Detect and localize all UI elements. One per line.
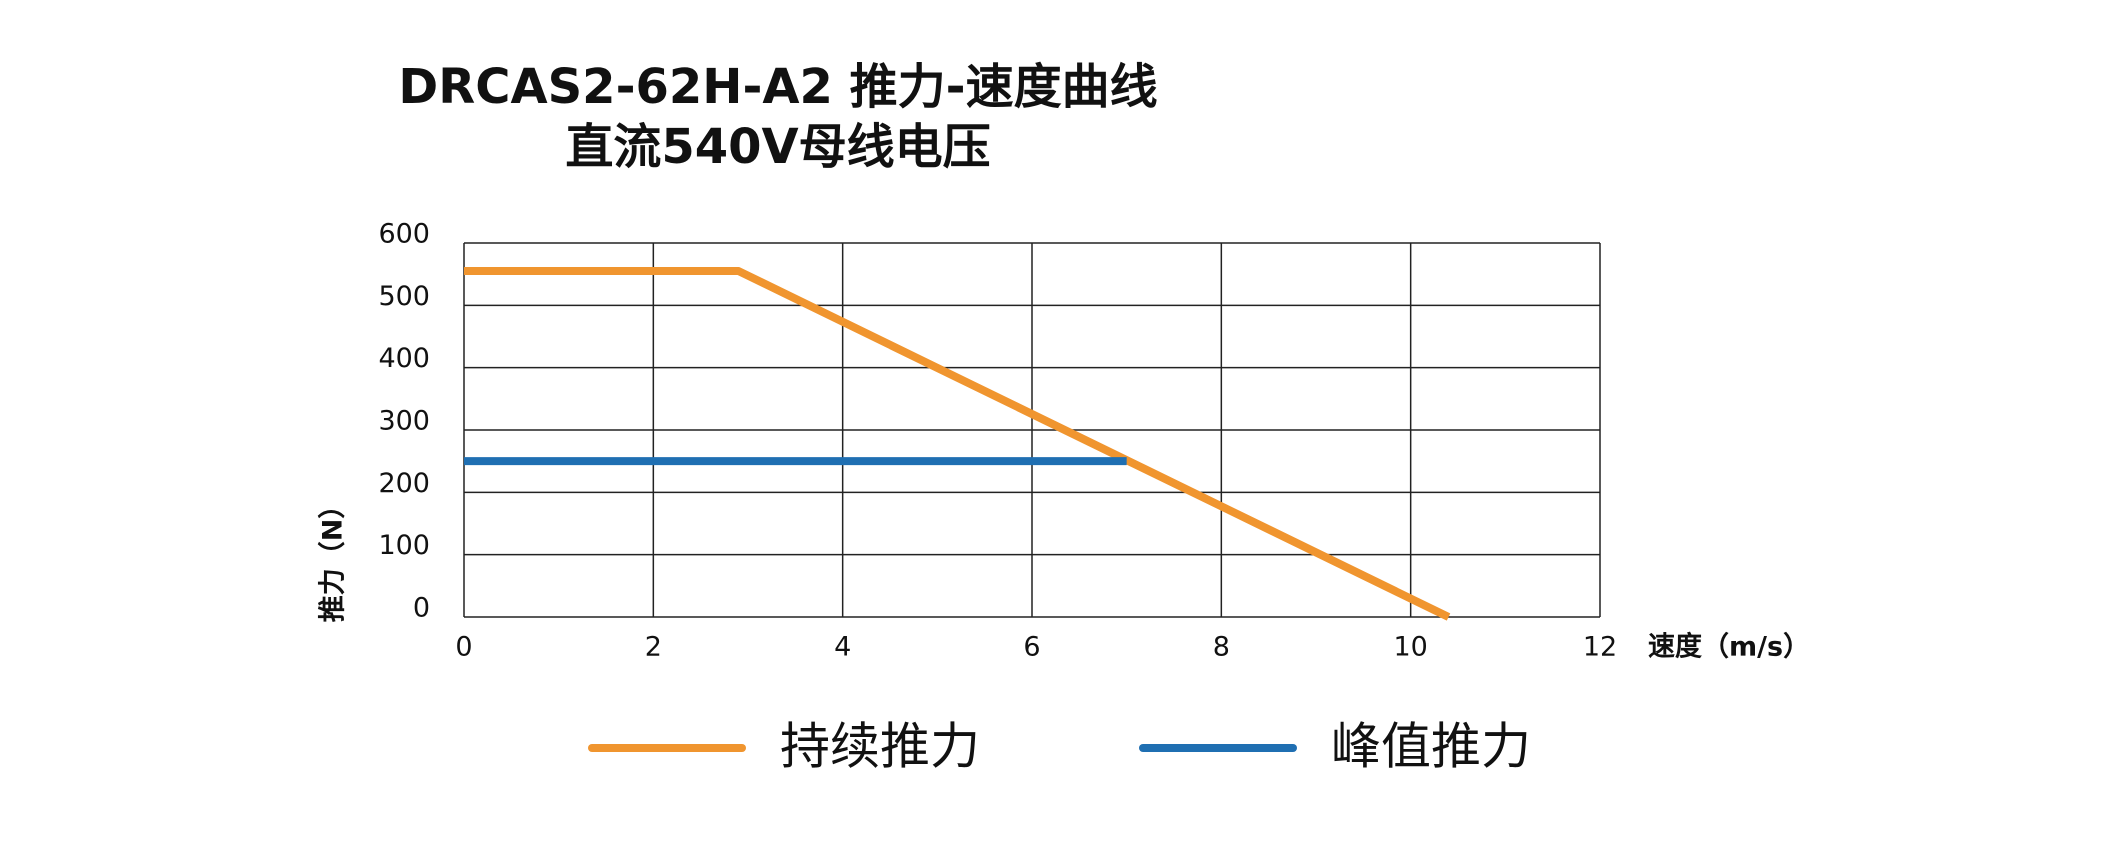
- chart-title: DRCAS2-62H-A2 推力-速度曲线: [398, 59, 1157, 115]
- legend-label: 峰值推力: [1331, 718, 1531, 776]
- x-tick-label: 10: [1393, 632, 1427, 663]
- x-tick-label: 0: [455, 632, 472, 663]
- y-tick-label: 400: [378, 343, 430, 374]
- y-tick-label: 600: [378, 219, 430, 250]
- data-line: [464, 267, 1451, 621]
- y-tick-label: 300: [378, 406, 430, 437]
- chart-subtitle: 直流540V母线电压: [565, 119, 990, 175]
- x-tick-label: 12: [1583, 632, 1617, 663]
- x-tick-label: 6: [1023, 632, 1040, 663]
- y-axis-label: 推力（N）: [318, 492, 349, 623]
- legend-label: 持续推力: [780, 718, 980, 776]
- y-tick-label: 500: [378, 281, 430, 312]
- x-tick-label: 8: [1213, 632, 1230, 663]
- x-tick-label: 2: [645, 632, 662, 663]
- y-tick-label: 200: [378, 468, 430, 499]
- y-tick-label: 0: [413, 593, 430, 624]
- x-axis-label: 速度（m/s）: [1648, 631, 1810, 663]
- y-tick-label: 100: [378, 530, 430, 561]
- x-tick-label: 4: [834, 632, 851, 663]
